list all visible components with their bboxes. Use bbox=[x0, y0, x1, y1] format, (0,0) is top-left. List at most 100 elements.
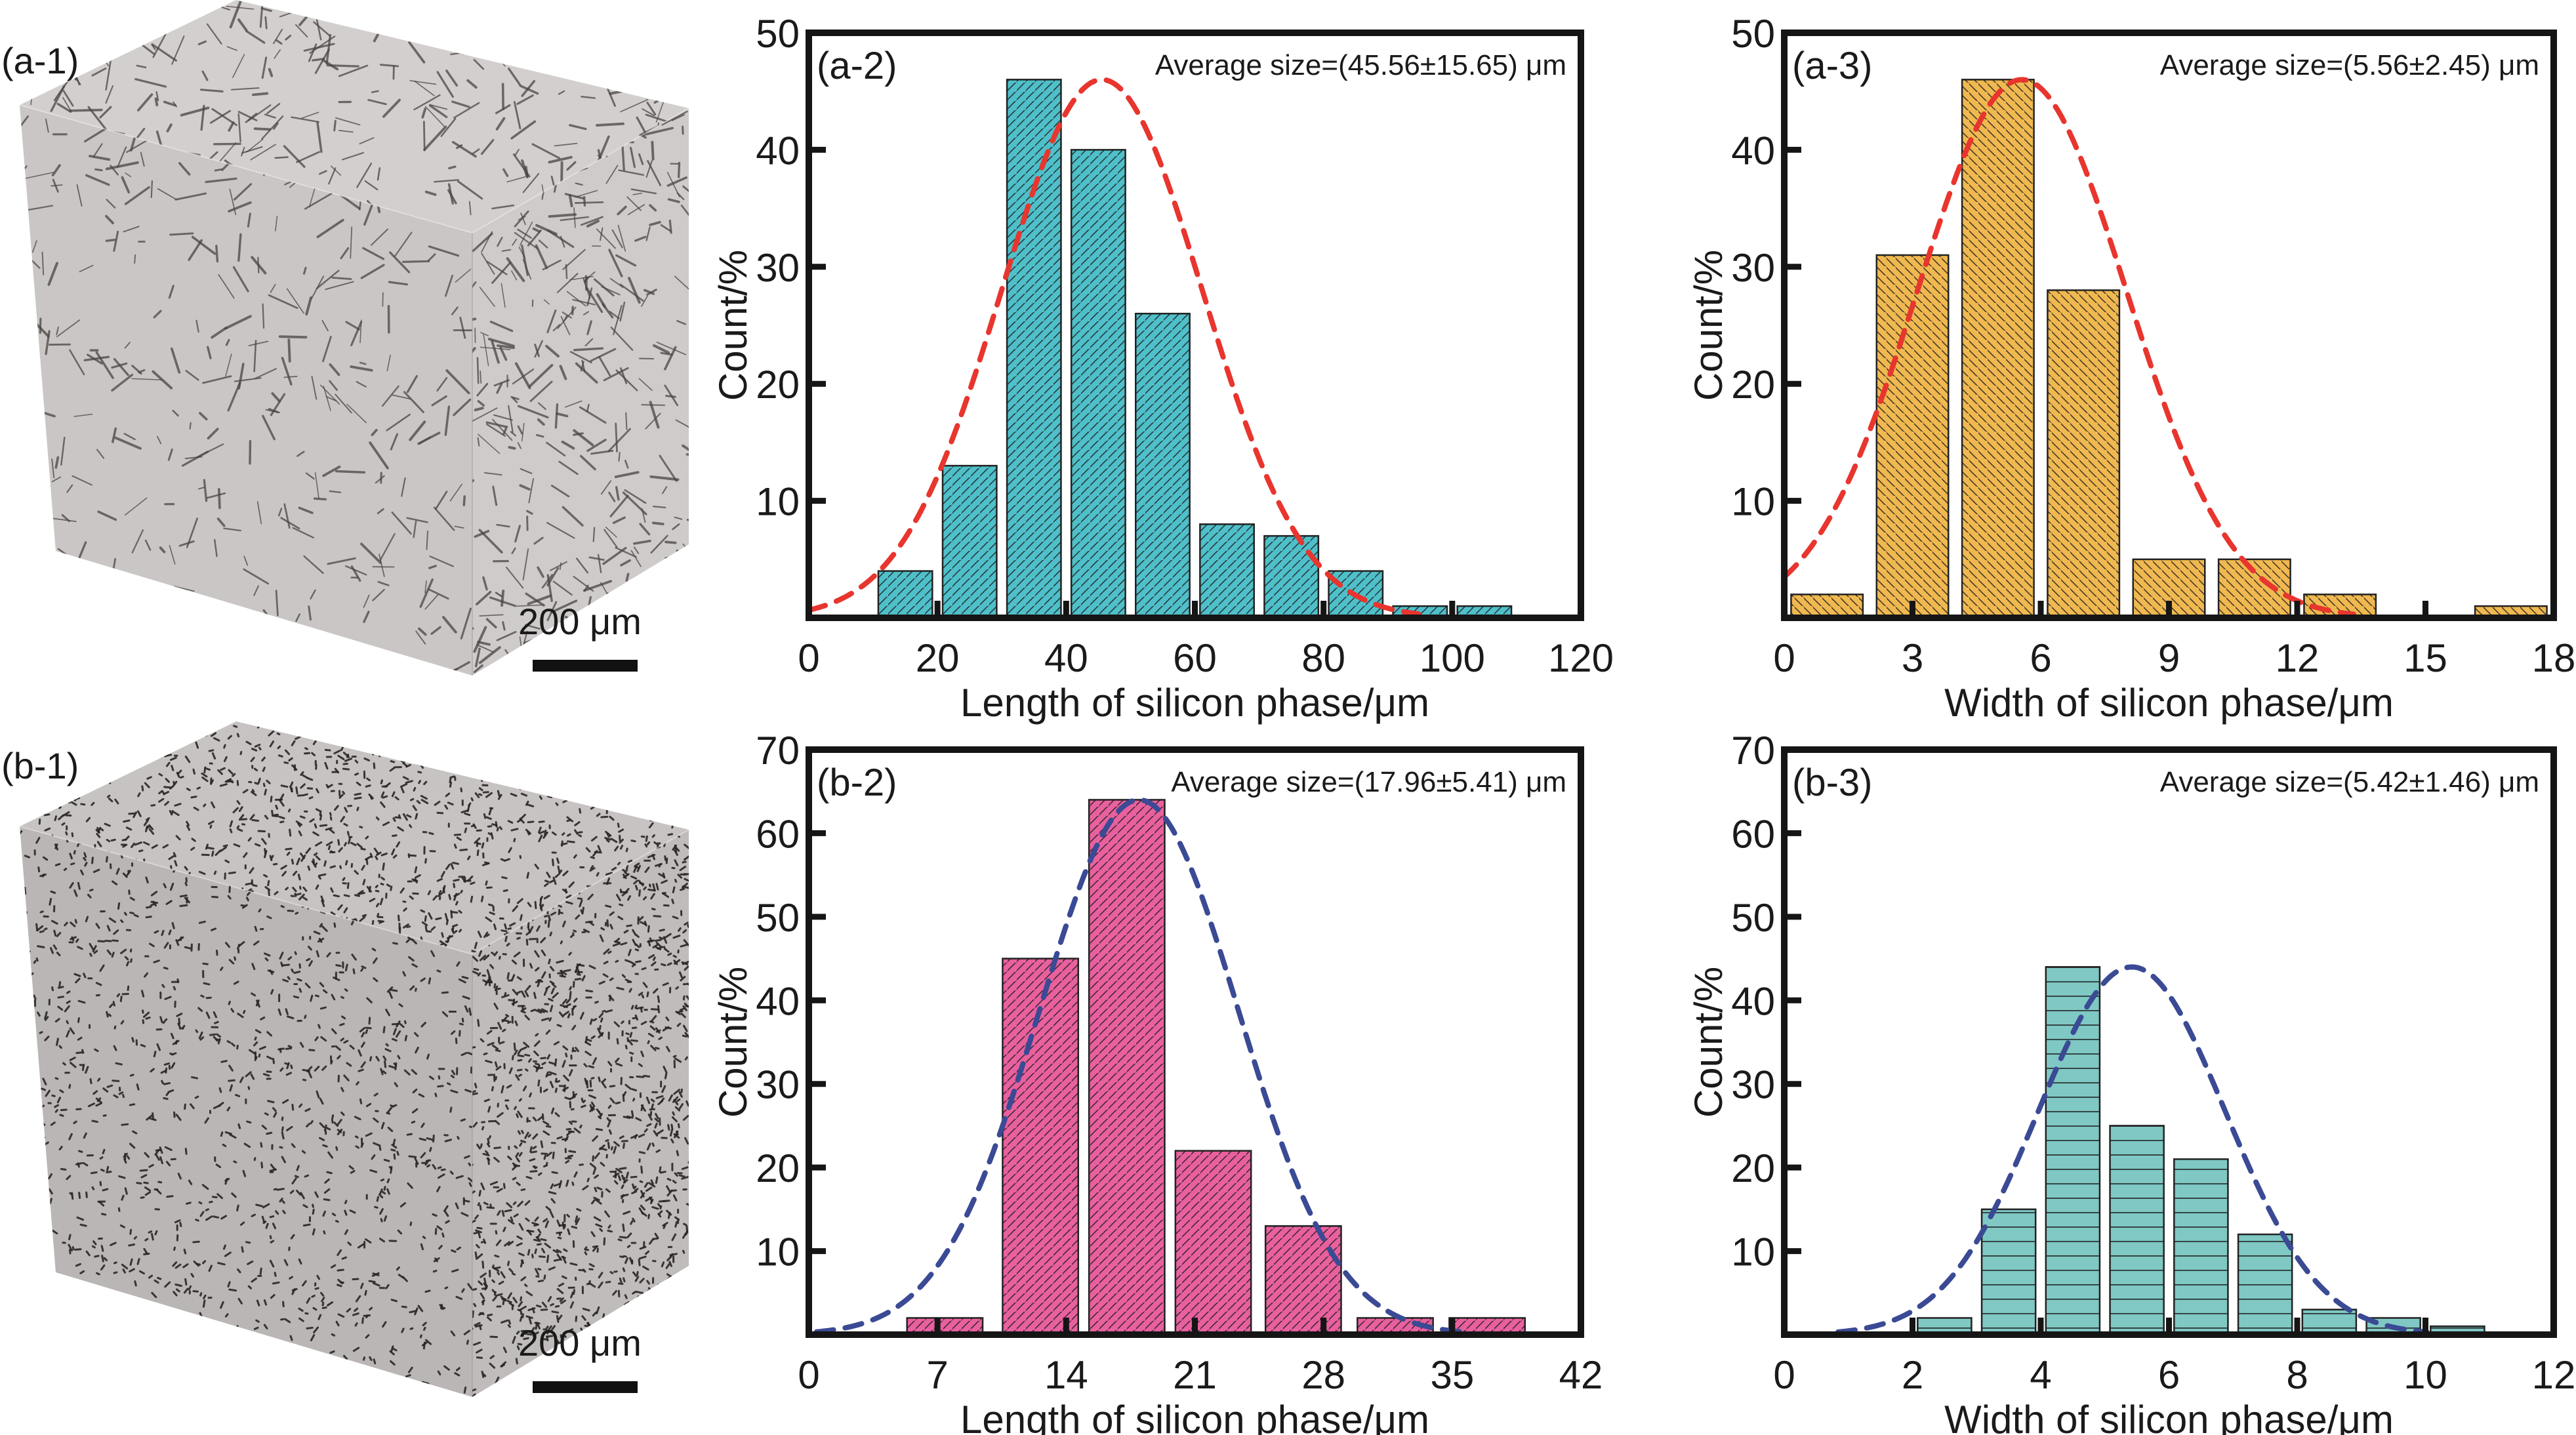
y-axis-label: Count/% bbox=[711, 250, 755, 401]
x-tick-label: 14 bbox=[1044, 1353, 1088, 1397]
y-tick-label: 50 bbox=[756, 896, 800, 940]
histogram-bar bbox=[1980, 1208, 2037, 1336]
x-tick-label: 35 bbox=[1430, 1353, 1474, 1397]
y-tick-label: 20 bbox=[756, 1146, 800, 1190]
scale-bar-b1 bbox=[533, 1381, 638, 1393]
y-tick-label: 40 bbox=[1731, 129, 1775, 172]
gaussian-fit-curve bbox=[1835, 964, 2430, 1335]
x-axis-label: Width of silicon phase/μm bbox=[1944, 681, 2394, 725]
y-tick-label: 30 bbox=[756, 1063, 800, 1107]
x-tick-label: 42 bbox=[1559, 1353, 1603, 1397]
x-tick-label: 8 bbox=[2286, 1353, 2308, 1397]
plot-frame bbox=[1781, 746, 2557, 1338]
x-tick-label: 100 bbox=[1420, 636, 1485, 680]
x-axis-label: Width of silicon phase/μm bbox=[1944, 1398, 2394, 1435]
histogram-bar bbox=[1875, 254, 1950, 619]
panel-label: (b-3) bbox=[1792, 761, 1872, 804]
y-tick-label: 40 bbox=[756, 979, 800, 1023]
x-tick-label: 0 bbox=[798, 636, 819, 680]
y-tick-label: 70 bbox=[1731, 729, 1775, 773]
x-tick-label: 60 bbox=[1173, 636, 1217, 680]
x-tick-label: 2 bbox=[1902, 1353, 1923, 1397]
panel-label-b1: (b-1) bbox=[1, 745, 79, 786]
cube-render-b1 bbox=[19, 721, 689, 1397]
y-tick-label: 30 bbox=[1731, 1063, 1775, 1107]
x-tick-label: 120 bbox=[1548, 636, 1614, 680]
histogram-bar bbox=[1006, 79, 1062, 619]
histogram-bar bbox=[877, 570, 933, 619]
cube-image-a1 bbox=[13, 0, 695, 676]
scale-label-a1: 200 μm bbox=[518, 601, 642, 642]
y-tick-label: 60 bbox=[756, 812, 800, 856]
panel-label: (a-2) bbox=[817, 45, 897, 87]
y-tick-label: 50 bbox=[756, 12, 800, 56]
y-tick-label: 40 bbox=[756, 129, 800, 172]
histogram-b3: 0 2 4 6 8 10 12 10 20 30 40 50 60 70 Width of silicon … bbox=[1687, 729, 2576, 1435]
histogram-bar bbox=[1070, 149, 1126, 619]
y-tick-label: 30 bbox=[1731, 246, 1775, 290]
y-tick-label: 20 bbox=[756, 363, 800, 407]
x-tick-label: 12 bbox=[2532, 1353, 2576, 1397]
x-tick-label: 6 bbox=[2030, 636, 2051, 680]
x-tick-label: 40 bbox=[1044, 636, 1088, 680]
x-tick-label: 80 bbox=[1301, 636, 1345, 680]
cube-render-a1 bbox=[19, 0, 689, 676]
histogram-bar bbox=[1002, 958, 1080, 1336]
histogram-bar bbox=[941, 464, 998, 619]
y-tick-label: 10 bbox=[1731, 1230, 1775, 1274]
gaussian-fit-curve bbox=[813, 797, 1464, 1335]
gaussian-fit-curve bbox=[1782, 77, 2356, 617]
y-tick-label: 20 bbox=[1731, 1146, 1775, 1190]
y-axis-label: Count/% bbox=[711, 967, 755, 1118]
histogram-bar bbox=[1790, 594, 1864, 619]
cube-face-left bbox=[20, 826, 472, 1397]
x-tick-label: 6 bbox=[2158, 1353, 2180, 1397]
x-tick-label: 7 bbox=[926, 1353, 948, 1397]
y-tick-label: 70 bbox=[756, 729, 800, 773]
histogram-bar bbox=[1263, 535, 1320, 619]
x-tick-label: 10 bbox=[2403, 1353, 2447, 1397]
x-tick-label: 21 bbox=[1173, 1353, 1217, 1397]
histogram-bar bbox=[2047, 289, 2121, 619]
histogram-bar bbox=[1264, 1225, 1342, 1336]
histogram-bar bbox=[1088, 799, 1166, 1336]
x-tick-label: 4 bbox=[2030, 1353, 2051, 1397]
histogram-bar bbox=[1961, 79, 2035, 619]
histogram-bar bbox=[2301, 1308, 2358, 1336]
histogram-a3: 0 3 6 9 12 15 18 10 20 30 40 50 Width of silicon pha… bbox=[1687, 12, 2576, 725]
panel-label: (b-2) bbox=[817, 761, 897, 804]
scale-bar-a1 bbox=[533, 660, 638, 672]
x-tick-label: 12 bbox=[2276, 636, 2320, 680]
histogram-bar bbox=[2045, 966, 2101, 1336]
histogram-b2: 0 7 14 21 28 35 42 10 20 30 40 50 60 70 Length of sili… bbox=[711, 729, 1603, 1435]
y-tick-label: 20 bbox=[1731, 363, 1775, 407]
cube-face-left bbox=[20, 105, 472, 676]
scale-label-b1: 200 μm bbox=[518, 1322, 642, 1364]
x-tick-label: 3 bbox=[1902, 636, 1923, 680]
x-tick-label: 9 bbox=[2158, 636, 2180, 680]
cube-face-top bbox=[20, 0, 689, 233]
y-axis-label: Count/% bbox=[1687, 250, 1730, 401]
x-tick-label: 28 bbox=[1301, 1353, 1345, 1397]
y-tick-label: 50 bbox=[1731, 12, 1775, 56]
x-axis-label: Length of silicon phase/μm bbox=[960, 681, 1429, 725]
x-tick-label: 15 bbox=[2403, 636, 2447, 680]
cube-face-right bbox=[472, 830, 689, 1397]
y-tick-label: 30 bbox=[756, 246, 800, 290]
histogram-a2: 0 20 40 60 80 100 120 10 20 30 40 50 Length of silic… bbox=[711, 12, 1614, 725]
y-tick-label: 10 bbox=[756, 480, 800, 524]
histogram-bar bbox=[2237, 1233, 2293, 1336]
histogram-bar bbox=[2217, 558, 2291, 619]
histogram-bar bbox=[1199, 523, 1255, 619]
panel-label: (a-3) bbox=[1792, 45, 1872, 87]
x-tick-label: 18 bbox=[2532, 636, 2576, 680]
histogram-bar bbox=[1135, 312, 1191, 619]
y-tick-label: 10 bbox=[1731, 480, 1775, 524]
x-axis-label: Length of silicon phase/μm bbox=[960, 1398, 1429, 1435]
histogram-bar bbox=[1174, 1150, 1252, 1336]
x-tick-label: 0 bbox=[1773, 1353, 1795, 1397]
y-axis-label: Count/% bbox=[1687, 967, 1730, 1118]
average-size-annotation: Average size=(45.56±15.65) μm bbox=[1155, 49, 1566, 81]
cube-face-right bbox=[472, 108, 689, 676]
average-size-annotation: Average size=(5.42±1.46) μm bbox=[2160, 766, 2539, 798]
